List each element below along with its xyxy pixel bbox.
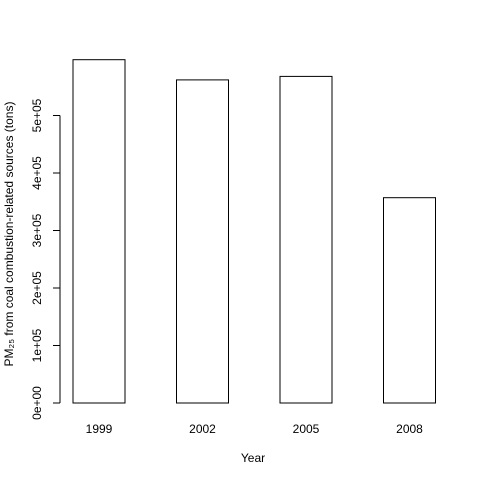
bar-2008 (383, 197, 436, 404)
bar-1999 (72, 59, 126, 404)
y-tick-label: 1e+05 (30, 328, 44, 362)
y-axis-label: PM₂₅ from coal combustion-related source… (2, 102, 16, 367)
x-tick-label-1999: 1999 (86, 422, 113, 436)
x-axis-label: Year (241, 451, 265, 465)
y-tick-label: 0e+00 (30, 386, 44, 420)
y-tick-label: 4e+05 (30, 156, 44, 190)
x-tick-label-2008: 2008 (396, 422, 423, 436)
y-tick-label: 2e+05 (30, 271, 44, 305)
y-tick-label: 5e+05 (30, 98, 44, 132)
x-tick-labels: 1999 2002 2005 2008 (86, 422, 424, 436)
y-tick-label: 3e+05 (30, 213, 44, 247)
bar-2005 (279, 75, 333, 404)
y-axis: 0e+00 1e+05 2e+05 3e+05 4e+05 5e+05 (30, 98, 61, 420)
x-tick-label-2002: 2002 (189, 422, 216, 436)
bar-2002 (176, 79, 229, 404)
x-tick-label-2005: 2005 (293, 422, 320, 436)
bars-group (72, 59, 436, 404)
